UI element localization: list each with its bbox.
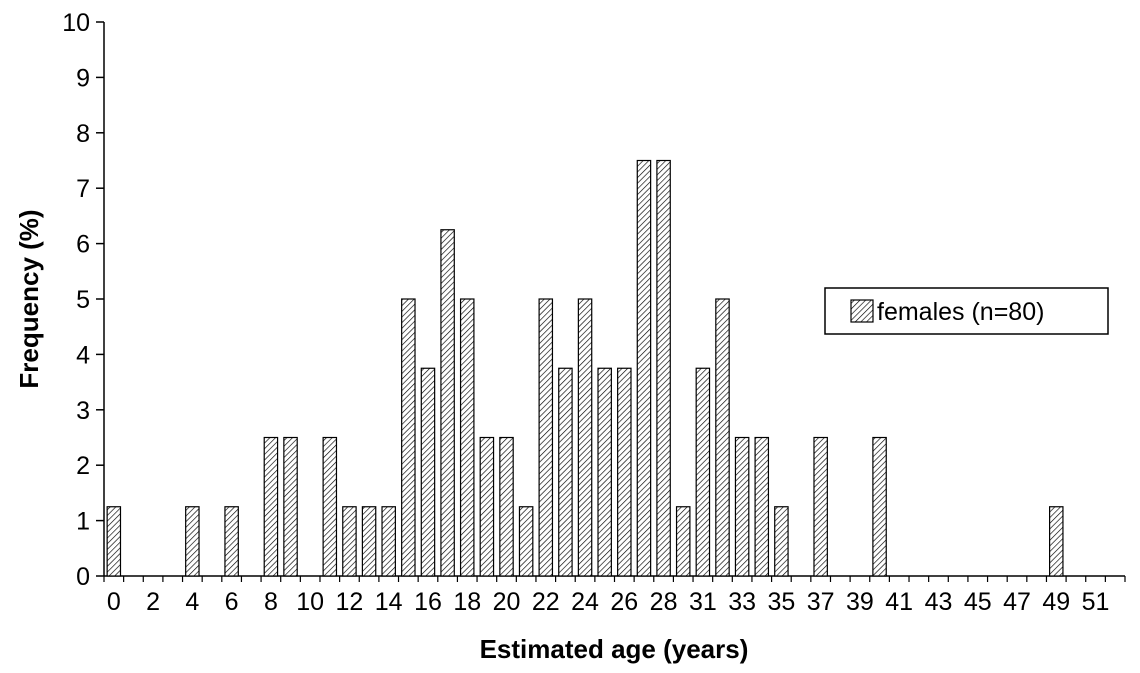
y-tick-label: 1: [76, 508, 90, 536]
x-tick-label: 35: [767, 588, 795, 616]
bar: [263, 436, 279, 577]
y-tick-label: 8: [76, 120, 90, 148]
y-tick-label: 4: [76, 341, 90, 369]
x-tick-label: 0: [107, 588, 121, 616]
x-tick-label: 14: [375, 588, 403, 616]
y-tick-label: 10: [62, 9, 90, 37]
legend-swatch: [850, 299, 874, 323]
x-axis-title: Estimated age (years): [480, 634, 749, 664]
x-tick-label: 37: [807, 588, 835, 616]
bar: [479, 436, 495, 577]
x-tick-label: 12: [336, 588, 364, 616]
x-tick-label: 31: [689, 588, 717, 616]
x-tick-label: 2: [146, 588, 160, 616]
bar: [636, 159, 652, 577]
bar: [283, 436, 298, 577]
y-axis-title: Frequency (%): [14, 209, 44, 388]
y-tick-label: 3: [76, 397, 90, 425]
x-tick-label: 18: [453, 588, 481, 616]
bar: [440, 229, 455, 577]
bar: [774, 506, 789, 577]
bar: [420, 367, 436, 577]
bar: [106, 506, 122, 577]
bar: [813, 436, 828, 577]
bar: [342, 506, 357, 577]
bar: [872, 436, 887, 577]
x-tick-label: 41: [885, 588, 913, 616]
bar: [224, 506, 239, 577]
legend-label: females (n=80): [877, 298, 1044, 326]
y-tick-label: 2: [76, 452, 90, 480]
y-tick-label: 5: [76, 286, 90, 314]
bar: [734, 436, 750, 577]
x-tick-label: 6: [225, 588, 239, 616]
y-tick-label: 0: [76, 563, 90, 591]
bar: [185, 506, 200, 577]
x-tick-label: 8: [264, 588, 278, 616]
bar: [558, 367, 573, 577]
bar: [695, 367, 711, 577]
bar: [459, 298, 475, 577]
bar: [754, 436, 770, 577]
y-tick-label: 6: [76, 231, 90, 259]
x-tick-label: 43: [925, 588, 953, 616]
bar: [577, 298, 593, 577]
x-tick-label: 24: [571, 588, 599, 616]
y-tick-label: 9: [76, 64, 90, 92]
bar: [597, 367, 612, 577]
bar: [518, 506, 534, 577]
x-tick-label: 22: [532, 588, 560, 616]
x-tick-label: 4: [185, 588, 199, 616]
x-tick-label: 45: [964, 588, 992, 616]
bar: [675, 506, 691, 577]
x-tick-label: 26: [610, 588, 638, 616]
x-tick-label: 28: [650, 588, 678, 616]
x-tick-label: 51: [1082, 588, 1110, 616]
x-tick-label: 39: [846, 588, 874, 616]
x-tick-label: 33: [728, 588, 756, 616]
bar: [401, 298, 416, 577]
bar: [617, 367, 632, 577]
bar: [715, 298, 730, 577]
x-tick-label: 16: [414, 588, 442, 616]
bar: [538, 298, 554, 577]
x-tick-label: 49: [1042, 588, 1070, 616]
bar: [656, 159, 671, 577]
x-tick-label: 20: [493, 588, 521, 616]
x-tick-label: 47: [1003, 588, 1031, 616]
bar: [361, 506, 377, 577]
bar: [322, 436, 338, 577]
bar: [499, 436, 514, 577]
y-tick-label: 7: [76, 175, 90, 203]
bar: [1049, 506, 1064, 577]
x-tick-label: 10: [296, 588, 324, 616]
bar: [381, 506, 396, 577]
